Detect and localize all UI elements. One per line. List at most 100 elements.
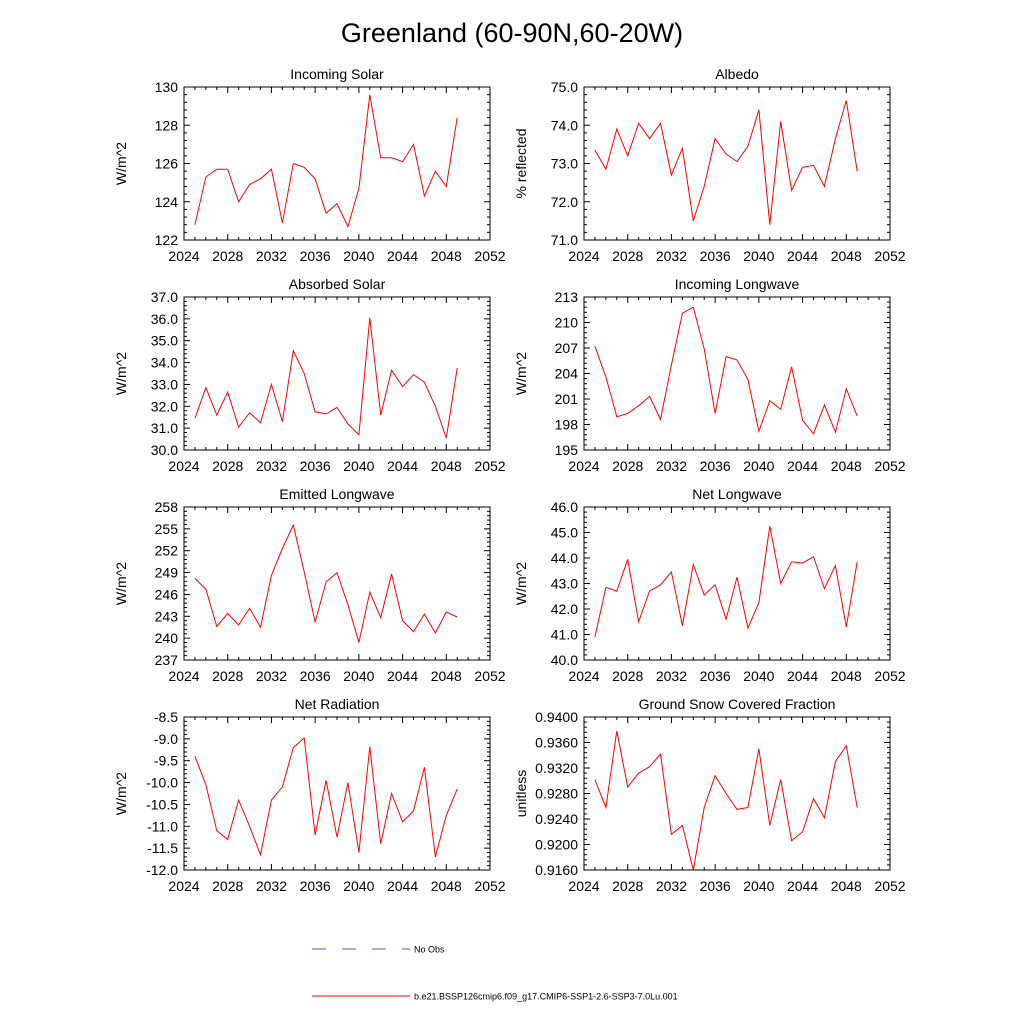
x-tick-label: 2028 bbox=[212, 458, 243, 474]
y-tick-label: 74.0 bbox=[551, 117, 578, 133]
x-tick-label: 2048 bbox=[831, 458, 862, 474]
x-tick-label: 2036 bbox=[700, 668, 731, 684]
x-tick-label: 2048 bbox=[431, 878, 462, 894]
legend: No Obs b.e21.BSSP126cmip6.f09_g17.CMIP6-… bbox=[312, 945, 678, 1002]
y-tick-label: 0.9360 bbox=[535, 735, 578, 751]
x-tick-label: 2044 bbox=[387, 878, 418, 894]
x-tick-label: 2036 bbox=[300, 878, 331, 894]
x-tick-label: 2044 bbox=[787, 458, 818, 474]
plot-frame bbox=[583, 506, 891, 661]
y-tick-label: 207 bbox=[555, 340, 579, 356]
x-tick-label: 2024 bbox=[568, 458, 599, 474]
series-line bbox=[194, 736, 458, 858]
y-axis-label: W/m^2 bbox=[113, 772, 129, 815]
y-tick-label: 37.0 bbox=[151, 289, 178, 305]
x-tick-label: 2040 bbox=[343, 458, 374, 474]
x-tick-label: 2040 bbox=[343, 248, 374, 264]
series-line bbox=[194, 523, 458, 643]
x-tick-label: 2044 bbox=[387, 458, 418, 474]
y-tick-label: 72.0 bbox=[551, 194, 578, 210]
x-tick-label: 2052 bbox=[474, 458, 505, 474]
legend-label-no-obs: No Obs bbox=[414, 945, 445, 955]
plot-frame bbox=[583, 86, 891, 241]
series-line bbox=[194, 317, 458, 439]
x-tick-label: 2036 bbox=[700, 878, 731, 894]
x-tick-label: 2036 bbox=[700, 248, 731, 264]
x-tick-label: 2032 bbox=[656, 458, 687, 474]
x-tick-label: 2028 bbox=[612, 668, 643, 684]
panel-net-radiation: 2024 2028 2032 2036 2040 2044 2048 2052 -12.0 -11… bbox=[113, 696, 506, 894]
x-tick-label: 2032 bbox=[256, 668, 287, 684]
x-tick-label: 2044 bbox=[787, 668, 818, 684]
plot-frame bbox=[183, 506, 491, 661]
y-tick-label: 31.0 bbox=[151, 420, 178, 436]
panel-incoming-solar: 2024 2028 2032 2036 2040 2044 2048 2052 122 124 12… bbox=[113, 66, 506, 264]
x-tick-label: 2044 bbox=[787, 248, 818, 264]
x-tick-label: 2028 bbox=[612, 458, 643, 474]
y-tick-label: 237 bbox=[155, 652, 179, 668]
x-tick-label: 2048 bbox=[831, 668, 862, 684]
x-tick-label: 2040 bbox=[343, 668, 374, 684]
x-tick-label: 2024 bbox=[168, 458, 199, 474]
x-tick-label: 2040 bbox=[743, 878, 774, 894]
y-tick-label: 34.0 bbox=[151, 355, 178, 371]
x-tick-label: 2048 bbox=[831, 878, 862, 894]
plot-frame bbox=[583, 716, 891, 871]
plot-frame bbox=[183, 716, 491, 871]
y-tick-label: -12.0 bbox=[146, 862, 178, 878]
y-tick-label: 44.0 bbox=[551, 550, 578, 566]
y-tick-label: 255 bbox=[155, 521, 179, 537]
x-tick-label: 2028 bbox=[612, 248, 643, 264]
chart-panels: 2024 2028 2032 2036 2040 2044 2048 2052 122 124 12… bbox=[113, 66, 906, 894]
y-axis-label: W/m^2 bbox=[513, 352, 529, 395]
y-tick-label: 122 bbox=[155, 232, 179, 248]
x-tick-label: 2028 bbox=[212, 878, 243, 894]
y-tick-label: 258 bbox=[155, 499, 179, 515]
y-axis-label: W/m^2 bbox=[113, 142, 129, 185]
y-tick-label: 201 bbox=[555, 391, 579, 407]
y-tick-label: 210 bbox=[555, 315, 579, 331]
y-tick-label: 42.0 bbox=[551, 601, 578, 617]
y-tick-label: 33.0 bbox=[151, 376, 178, 392]
x-tick-label: 2028 bbox=[212, 248, 243, 264]
x-tick-label: 2044 bbox=[387, 248, 418, 264]
x-tick-label: 2028 bbox=[612, 878, 643, 894]
plot-frame bbox=[583, 296, 891, 451]
y-tick-label: 43.0 bbox=[551, 576, 578, 592]
x-tick-label: 2052 bbox=[474, 668, 505, 684]
y-tick-label: -10.5 bbox=[146, 796, 178, 812]
x-tick-label: 2052 bbox=[874, 458, 905, 474]
x-tick-label: 2028 bbox=[212, 668, 243, 684]
x-tick-label: 2048 bbox=[831, 248, 862, 264]
x-tick-label: 2044 bbox=[387, 668, 418, 684]
panel-title: Incoming Solar bbox=[290, 66, 384, 82]
y-axis-label: W/m^2 bbox=[113, 562, 129, 605]
x-tick-label: 2036 bbox=[700, 458, 731, 474]
y-tick-label: 213 bbox=[555, 289, 579, 305]
y-tick-label: 252 bbox=[155, 543, 179, 559]
x-tick-label: 2048 bbox=[431, 668, 462, 684]
x-tick-label: 2052 bbox=[474, 878, 505, 894]
series-line bbox=[194, 94, 458, 229]
y-tick-label: -10.0 bbox=[146, 775, 178, 791]
y-tick-label: 41.0 bbox=[551, 627, 578, 643]
panel-absorbed-solar: 2024 2028 2032 2036 2040 2044 2048 2052 30.0 31.0… bbox=[113, 276, 506, 474]
x-tick-label: 2032 bbox=[256, 458, 287, 474]
y-tick-label: 240 bbox=[155, 630, 179, 646]
y-tick-label: 46.0 bbox=[551, 499, 578, 515]
y-tick-label: -8.5 bbox=[154, 709, 178, 725]
y-tick-label: 30.0 bbox=[151, 442, 178, 458]
x-tick-label: 2032 bbox=[656, 668, 687, 684]
plot-frame bbox=[183, 86, 491, 241]
y-tick-label: 0.9320 bbox=[535, 760, 578, 776]
panel-title: Ground Snow Covered Fraction bbox=[639, 696, 836, 712]
plot-frame bbox=[183, 296, 491, 451]
y-tick-label: 35.0 bbox=[151, 333, 178, 349]
y-tick-label: 36.0 bbox=[151, 311, 178, 327]
x-tick-label: 2036 bbox=[300, 668, 331, 684]
y-axis-label: % reflected bbox=[513, 128, 529, 198]
y-tick-label: 32.0 bbox=[151, 398, 178, 414]
y-tick-label: -11.5 bbox=[147, 840, 178, 856]
y-tick-label: 243 bbox=[155, 608, 179, 624]
series-line bbox=[594, 306, 858, 435]
